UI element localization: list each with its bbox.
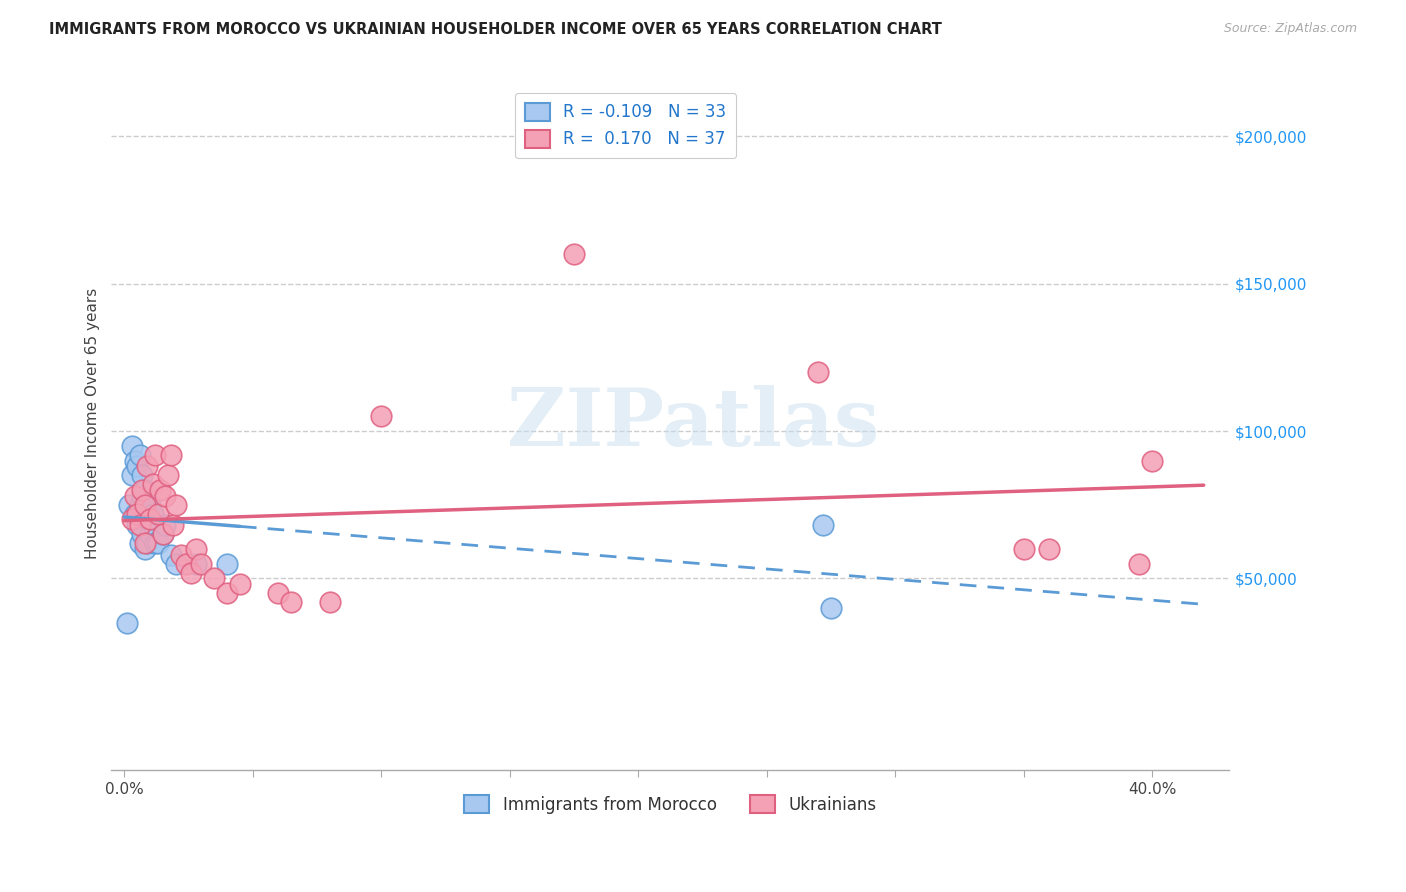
Point xyxy=(1012,541,1035,556)
Point xyxy=(136,459,159,474)
Point xyxy=(141,518,163,533)
Point xyxy=(813,518,835,533)
Point xyxy=(139,512,162,526)
Point xyxy=(134,536,156,550)
Point xyxy=(229,577,252,591)
Point xyxy=(319,595,342,609)
Point xyxy=(131,468,153,483)
Point xyxy=(155,518,177,533)
Point xyxy=(134,507,156,521)
Point xyxy=(128,536,150,550)
Point xyxy=(128,448,150,462)
Point xyxy=(152,527,174,541)
Text: Source: ZipAtlas.com: Source: ZipAtlas.com xyxy=(1223,22,1357,36)
Point xyxy=(159,448,181,462)
Point xyxy=(139,498,162,512)
Point xyxy=(152,527,174,541)
Point xyxy=(1142,453,1164,467)
Point xyxy=(121,468,143,483)
Point xyxy=(127,507,149,521)
Point xyxy=(1128,557,1150,571)
Point xyxy=(134,541,156,556)
Point xyxy=(280,595,302,609)
Point xyxy=(128,518,150,533)
Point xyxy=(562,247,585,261)
Point xyxy=(267,586,290,600)
Y-axis label: Householder Income Over 65 years: Householder Income Over 65 years xyxy=(86,288,100,559)
Point xyxy=(162,518,184,533)
Point xyxy=(159,548,181,562)
Point xyxy=(121,512,143,526)
Point xyxy=(149,483,172,497)
Point xyxy=(136,512,159,526)
Point xyxy=(165,557,187,571)
Point xyxy=(131,483,153,497)
Point xyxy=(143,448,166,462)
Point xyxy=(131,527,153,541)
Point xyxy=(186,541,208,556)
Point xyxy=(141,507,163,521)
Point xyxy=(165,498,187,512)
Point xyxy=(124,507,146,521)
Text: ZIPatlas: ZIPatlas xyxy=(506,384,879,463)
Point xyxy=(1038,541,1060,556)
Point xyxy=(215,557,238,571)
Point xyxy=(118,498,141,512)
Point xyxy=(190,557,212,571)
Text: IMMIGRANTS FROM MOROCCO VS UKRAINIAN HOUSEHOLDER INCOME OVER 65 YEARS CORRELATIO: IMMIGRANTS FROM MOROCCO VS UKRAINIAN HOU… xyxy=(49,22,942,37)
Point xyxy=(121,439,143,453)
Point xyxy=(127,459,149,474)
Point xyxy=(186,557,208,571)
Point xyxy=(131,489,153,503)
Legend: Immigrants from Morocco, Ukrainians: Immigrants from Morocco, Ukrainians xyxy=(454,785,886,824)
Point xyxy=(136,536,159,550)
Point xyxy=(370,409,392,424)
Point xyxy=(146,507,169,521)
Point xyxy=(174,557,197,571)
Point xyxy=(215,586,238,600)
Point xyxy=(127,518,149,533)
Point xyxy=(128,498,150,512)
Point xyxy=(180,566,202,580)
Point xyxy=(820,601,842,615)
Point xyxy=(134,498,156,512)
Point xyxy=(115,615,138,630)
Point xyxy=(807,365,830,379)
Point xyxy=(139,527,162,541)
Point xyxy=(134,483,156,497)
Point xyxy=(202,571,225,585)
Point xyxy=(155,489,177,503)
Point xyxy=(146,536,169,550)
Point xyxy=(124,489,146,503)
Point xyxy=(124,453,146,467)
Point xyxy=(156,468,179,483)
Point xyxy=(170,548,193,562)
Point xyxy=(141,477,163,491)
Point xyxy=(143,536,166,550)
